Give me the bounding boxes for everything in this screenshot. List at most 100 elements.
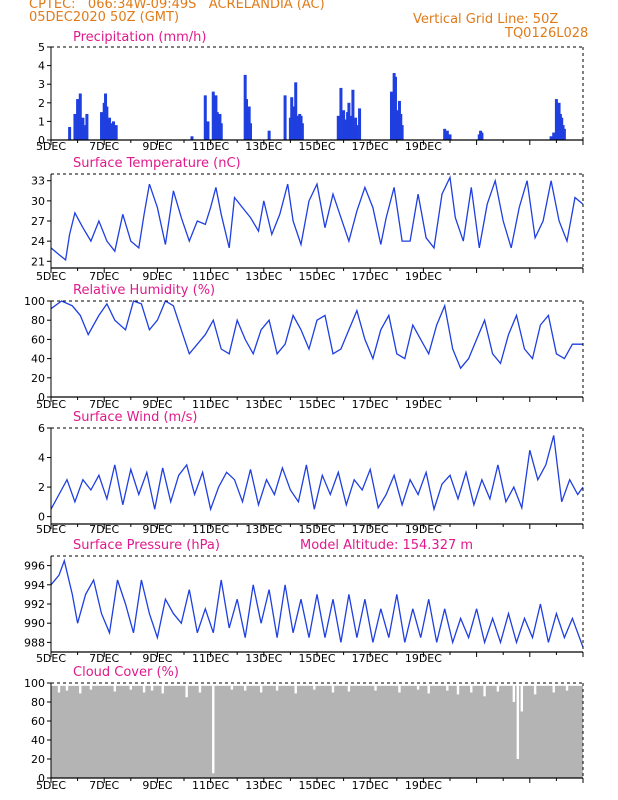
- x-tick-label: 5DEC: [36, 652, 66, 665]
- cloud-gap: [198, 685, 202, 693]
- cloud-gap: [65, 685, 69, 691]
- y-tick-label: 994: [24, 579, 45, 592]
- panel-5-title: Cloud Cover (%): [73, 665, 179, 680]
- precip-bar: [300, 123, 304, 140]
- precip-bar: [100, 112, 104, 140]
- precip-bar: [85, 113, 89, 140]
- x-tick-label: 9DEC: [142, 523, 172, 536]
- series-line-1: [50, 175, 584, 262]
- precip-bar: [190, 136, 194, 140]
- cloud-gap: [275, 685, 279, 691]
- x-tick-label: 5DEC: [36, 779, 66, 792]
- cloud-gap: [565, 685, 569, 691]
- cloud-gap: [212, 685, 215, 774]
- x-tick-label: 9DEC: [142, 652, 172, 665]
- y-tick-label: 100: [24, 677, 45, 690]
- x-tick-label: 19DEC: [405, 779, 442, 792]
- y-tick-label: 100: [24, 295, 45, 308]
- x-tick-label: 11DEC: [192, 398, 229, 411]
- y-tick-label: 990: [24, 617, 45, 630]
- y-tick-label: 992: [24, 598, 45, 611]
- cloud-gap: [129, 685, 132, 690]
- x-tick-label: 15DEC: [298, 652, 335, 665]
- y-tick-label: 24: [31, 235, 45, 248]
- cloud-area: [51, 685, 583, 778]
- x-tick-label: 11DEC: [192, 523, 229, 536]
- x-tick-label: 11DEC: [192, 270, 229, 283]
- precip-bar: [247, 106, 251, 140]
- x-tick-label: 9DEC: [142, 140, 172, 153]
- y-tick-label: 21: [31, 255, 45, 268]
- x-tick-label: 9DEC: [142, 270, 172, 283]
- precip-bar: [549, 136, 553, 140]
- precip-bar: [400, 125, 404, 140]
- x-tick-label: 5DEC: [36, 398, 66, 411]
- y-tick-label: 80: [31, 314, 45, 327]
- cloud-gap: [57, 685, 61, 693]
- precip-bar: [448, 134, 452, 140]
- header-station: CPTEC: 066:34W-09:49S ACRELANDIA (AC): [29, 0, 325, 12]
- cloud-gap: [446, 685, 449, 691]
- y-tick-label: 27: [31, 215, 45, 228]
- precip-bar: [68, 126, 72, 140]
- x-tick-label: 11DEC: [192, 779, 229, 792]
- x-tick-label: 19DEC: [405, 270, 442, 283]
- x-tick-label: 15DEC: [298, 523, 335, 536]
- precip-bar: [562, 128, 566, 140]
- x-tick-label: 17DEC: [352, 270, 389, 283]
- precip-bar: [267, 130, 271, 140]
- x-tick-label: 7DEC: [89, 140, 119, 153]
- x-tick-label: 13DEC: [245, 523, 282, 536]
- precip-bar: [393, 76, 397, 140]
- cloud-gap: [374, 685, 377, 691]
- cloud-gap: [552, 685, 555, 693]
- y-tick-label: 33: [31, 175, 45, 188]
- y-tick-label: 4: [38, 452, 45, 465]
- x-tick-label: 7DEC: [89, 779, 119, 792]
- cloud-gap: [533, 685, 537, 695]
- precip-bar: [249, 123, 252, 140]
- y-tick-label: 4: [38, 60, 45, 73]
- precip-bar: [203, 95, 207, 140]
- y-tick-label: 0: [38, 134, 45, 147]
- series-line-3: [50, 435, 584, 512]
- precip-bar: [351, 89, 355, 140]
- precip-bar: [358, 108, 362, 140]
- y-tick-label: 2: [38, 97, 45, 110]
- cloud-gap: [483, 685, 486, 697]
- cloud-gap: [161, 685, 164, 694]
- cloud-gap: [456, 685, 460, 695]
- x-tick-label: 17DEC: [352, 398, 389, 411]
- x-tick-label: 15DEC: [298, 779, 335, 792]
- x-tick-label: 19DEC: [405, 652, 442, 665]
- panel-4-annotation: Model Altitude: 154.327 m: [300, 538, 473, 553]
- x-tick-label: 19DEC: [405, 140, 442, 153]
- x-tick-label: 17DEC: [352, 140, 389, 153]
- x-tick-label: 13DEC: [245, 398, 282, 411]
- cloud-gap: [79, 685, 82, 694]
- x-tick-label: 5DEC: [36, 140, 66, 153]
- x-tick-label: 11DEC: [192, 140, 229, 153]
- precip-bar: [73, 113, 77, 140]
- x-tick-label: 15DEC: [298, 270, 335, 283]
- precip-bar: [336, 115, 340, 140]
- panel-2-title: Relative Humidity (%): [73, 283, 215, 298]
- precip-bar: [112, 121, 116, 140]
- y-tick-label: 2: [38, 481, 45, 494]
- y-tick-label: 40: [31, 734, 45, 747]
- x-tick-label: 19DEC: [405, 398, 442, 411]
- x-tick-label: 17DEC: [352, 523, 389, 536]
- x-tick-label: 15DEC: [298, 140, 335, 153]
- precip-bar: [342, 110, 346, 140]
- cloud-gap: [520, 685, 524, 712]
- precip-bar: [480, 132, 484, 140]
- precip-bar: [211, 91, 215, 140]
- header-code: TQ0126L028: [505, 26, 589, 41]
- y-tick-label: 1: [38, 115, 45, 128]
- x-tick-label: 7DEC: [89, 398, 119, 411]
- y-tick-label: 20: [31, 372, 45, 385]
- x-tick-label: 9DEC: [142, 398, 172, 411]
- cloud-gap: [259, 685, 263, 693]
- precip-bar: [114, 125, 118, 140]
- x-tick-label: 13DEC: [245, 140, 282, 153]
